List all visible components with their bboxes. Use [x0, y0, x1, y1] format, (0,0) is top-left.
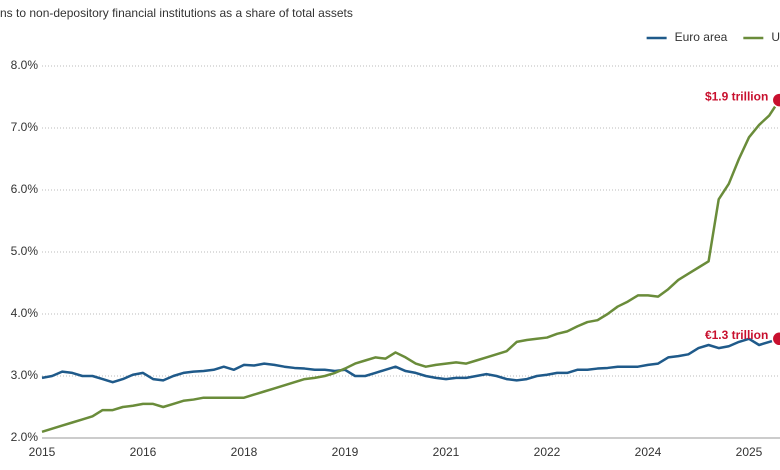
data-line [41, 337, 780, 384]
legend-label: U [771, 30, 780, 44]
y-tick-label: 4.0% [11, 306, 39, 320]
x-tick-label: 2024 [635, 445, 662, 459]
end-marker [771, 92, 780, 108]
x-tick-label: 2025 [736, 445, 763, 459]
legend-label: Euro area [675, 30, 728, 44]
x-tick-label: 2021 [433, 445, 460, 459]
y-tick-label: 2.0% [11, 430, 39, 444]
chart-title: ns to non-depository financial instituti… [0, 6, 353, 20]
y-tick-label: 3.0% [11, 368, 39, 382]
data-line [41, 99, 780, 433]
x-tick-label: 2022 [534, 445, 561, 459]
x-tick-label: 2018 [231, 445, 258, 459]
x-tick-label: 2019 [332, 445, 359, 459]
end-marker [771, 331, 780, 347]
x-tick-label: 2016 [130, 445, 157, 459]
annotation: $1.9 trillion [705, 89, 768, 103]
annotation: €1.3 trillion [705, 328, 768, 342]
y-tick-label: 6.0% [11, 182, 39, 196]
x-tick-label: 2015 [29, 445, 56, 459]
y-tick-label: 7.0% [11, 120, 39, 134]
y-tick-label: 5.0% [11, 244, 39, 258]
y-tick-label: 8.0% [11, 58, 39, 72]
